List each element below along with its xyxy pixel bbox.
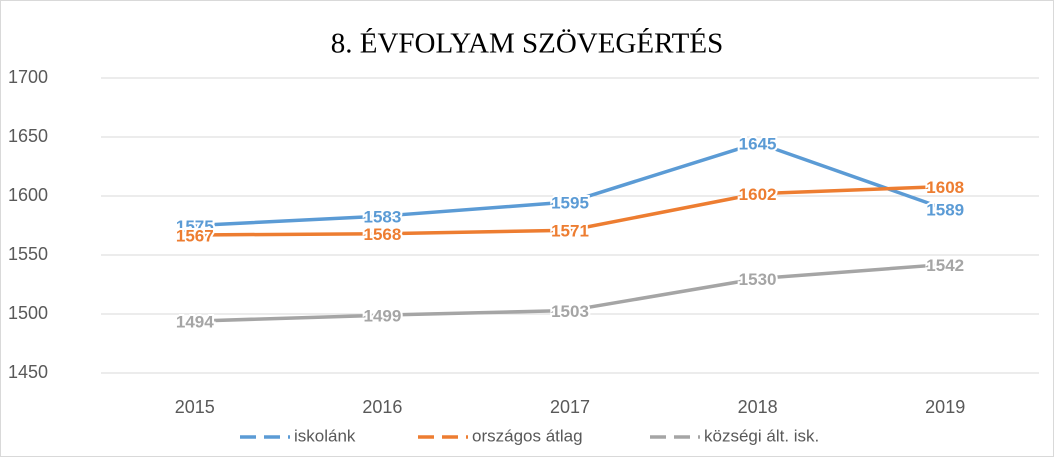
data-label: 1595: [551, 193, 589, 212]
legend-label: országos átlag: [472, 426, 583, 445]
line-series: [194, 262, 946, 323]
legend-label: iskolánk: [294, 426, 356, 445]
data-label: 1583: [363, 208, 401, 227]
y-tick-label: 1600: [8, 185, 48, 205]
data-label: 1567: [176, 226, 214, 245]
y-tick-label: 1450: [8, 362, 48, 382]
x-tick-label: 2018: [738, 397, 778, 417]
data-label: 1494: [176, 313, 214, 332]
data-label: 1503: [551, 302, 589, 321]
data-label: 1499: [363, 307, 401, 326]
y-tick-label: 1700: [8, 67, 48, 87]
data-label: 1542: [926, 256, 964, 275]
chart-title: 8. ÉVFOLYAM SZÖVEGÉRTÉS: [331, 27, 724, 60]
data-label: 1571: [551, 222, 589, 241]
x-tick-label: 2015: [175, 397, 215, 417]
data-label: 1530: [739, 270, 777, 289]
data-label: 1575: [176, 217, 214, 236]
line-series: [194, 184, 946, 237]
x-tick-label: 2016: [362, 397, 402, 417]
line-series: [194, 141, 946, 228]
x-tick-label: 2019: [925, 397, 965, 417]
data-label: 1589: [926, 200, 964, 219]
legend-label: községi ált. isk.: [704, 426, 819, 445]
y-tick-label: 1650: [8, 126, 48, 146]
data-label: 1602: [739, 185, 777, 204]
x-tick-label: 2017: [550, 397, 590, 417]
data-label: 1645: [739, 134, 777, 153]
y-tick-label: 1550: [8, 244, 48, 264]
y-tick-label: 1500: [8, 303, 48, 323]
data-label: 1608: [926, 178, 964, 197]
data-label: 1568: [363, 225, 401, 244]
